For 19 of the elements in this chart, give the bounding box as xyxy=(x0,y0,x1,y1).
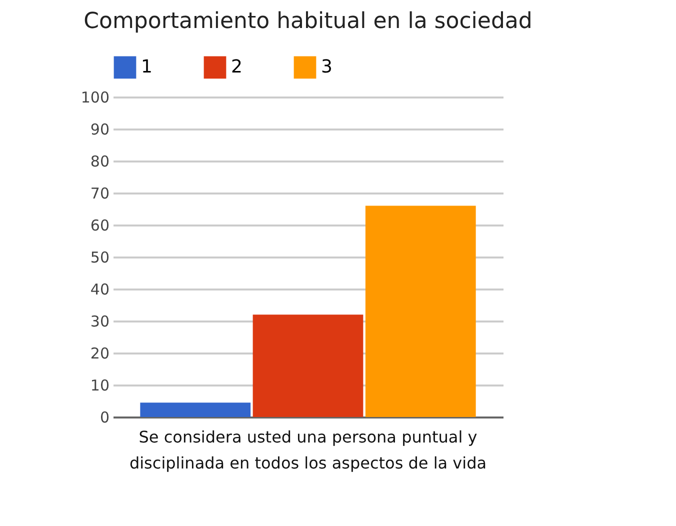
y-tick-label: 10 xyxy=(90,376,110,394)
bar xyxy=(252,314,364,417)
y-tick-label: 30 xyxy=(90,312,110,330)
legend-label: 3 xyxy=(321,56,332,78)
chart-title: Comportamiento habitual en la sociedad xyxy=(84,9,532,34)
y-tick-label: 50 xyxy=(90,248,110,266)
bar xyxy=(365,206,476,417)
y-tick-label: 20 xyxy=(90,344,110,362)
y-tick-label: 40 xyxy=(90,280,110,298)
y-tick-label: 0 xyxy=(100,408,110,426)
legend-label: 1 xyxy=(141,56,152,78)
legend-label: 2 xyxy=(231,56,242,78)
y-tick-label: 70 xyxy=(90,184,110,202)
y-tick-label: 90 xyxy=(90,120,110,138)
x-tick-label: Se considera usted una persona puntual y disciplinada en todos los aspectos de la vida xyxy=(129,428,487,472)
y-tick-label: 100 xyxy=(80,88,110,106)
bar xyxy=(140,402,251,417)
y-tick-label: 80 xyxy=(90,152,110,170)
y-tick-label: 60 xyxy=(90,216,110,234)
